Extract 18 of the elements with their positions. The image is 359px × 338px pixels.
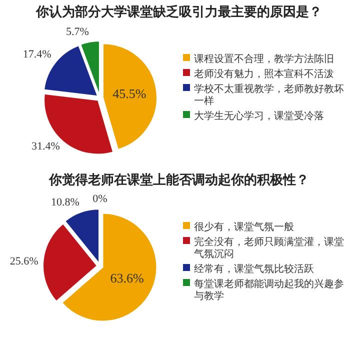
data-label: 5.7% bbox=[66, 26, 89, 38]
chart-title: 你觉得老师在课堂上能否调动起你的积极性？ bbox=[48, 172, 309, 188]
data-label: 10.8% bbox=[50, 196, 80, 209]
data-label: 31.4% bbox=[31, 140, 60, 152]
legend-label: 经常有，课堂气氛比较活跃 bbox=[194, 263, 314, 275]
legend-label: 老师没有魅力，照本宣科不活泼 bbox=[194, 68, 334, 80]
legend-label: 很少有，课堂气氛一般 bbox=[194, 221, 294, 233]
text: 0% bbox=[92, 193, 108, 205]
legend-label: 大学生无心学习，课堂受冷落 bbox=[194, 110, 324, 122]
data-label: 17.4% bbox=[22, 48, 52, 61]
data-label: 25.6% bbox=[10, 256, 38, 268]
legend-label: 完全没有，老师只顾满堂灌，课堂气氛沉闷 bbox=[194, 236, 344, 260]
legend-label: 课程设置不合理，教学方法陈旧 bbox=[194, 53, 334, 65]
legend-label: 学校不太重视教学，老师教好教坏一样 bbox=[194, 83, 344, 107]
chart-title: 你认为部分大学课堂缺乏吸引力最主要的原因是？ bbox=[35, 4, 322, 20]
data-label: 63.6% bbox=[110, 270, 144, 286]
data-label: 45.5% bbox=[112, 86, 146, 101]
legend-label: 每堂课老师都能调动起我的兴趣参与教学 bbox=[194, 278, 344, 302]
